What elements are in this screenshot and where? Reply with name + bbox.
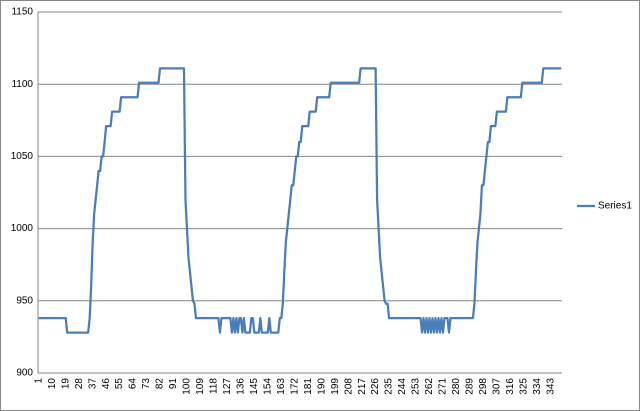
y-tick-label: 1000 [11,223,34,234]
x-tick-label: 253 [411,378,422,395]
x-tick-label: 109 [195,378,206,395]
x-tick-label: 181 [303,378,314,395]
x-tick-label: 19 [60,378,71,390]
x-tick-label: 307 [492,378,503,395]
x-tick-label: 91 [168,378,179,390]
x-tick-label: 217 [357,378,368,395]
x-tick-label: 235 [384,378,395,395]
y-tick-label: 950 [16,295,33,306]
x-tick-label: 163 [276,378,287,395]
x-tick-label: 82 [155,378,166,390]
x-tick-label: 145 [249,378,260,395]
y-tick-label: 900 [16,368,33,379]
y-tick-label: 1050 [11,151,34,162]
x-tick-label: 199 [330,378,341,395]
x-tick-label: 325 [518,378,529,395]
x-tick-label: 154 [262,378,273,395]
x-tick-label: 64 [128,378,139,390]
x-tick-label: 28 [74,378,85,390]
x-tick-label: 37 [87,378,98,390]
x-tick-label: 10 [47,378,58,390]
y-tick-label: 1150 [11,7,33,18]
x-tick-label: 280 [451,378,462,395]
x-tick-label: 226 [370,378,381,395]
x-tick-label: 190 [316,378,327,395]
x-tick-label: 298 [478,378,489,395]
x-tick-label: 343 [545,378,556,395]
x-tick-label: 73 [141,378,152,390]
x-tick-label: 1 [33,378,44,384]
x-tick-label: 316 [505,378,516,395]
line-series [38,67,562,334]
x-tick-label: 289 [465,378,476,395]
x-tick-label: 334 [532,378,543,395]
x-tick-label: 118 [209,378,220,394]
x-tick-label: 208 [343,378,354,395]
x-tick-label: 55 [114,378,125,390]
legend-label: Series1 [598,201,632,212]
x-tick-label: 127 [222,378,233,395]
x-tick-label: 172 [289,378,300,395]
x-tick-label: 46 [101,378,112,390]
x-tick-label: 262 [424,378,435,395]
x-tick-label: 271 [438,378,449,395]
x-tick-label: 136 [236,378,247,395]
x-tick-label: 100 [182,378,193,395]
x-tick-label: 244 [397,378,408,395]
y-tick-label: 1100 [11,79,33,90]
